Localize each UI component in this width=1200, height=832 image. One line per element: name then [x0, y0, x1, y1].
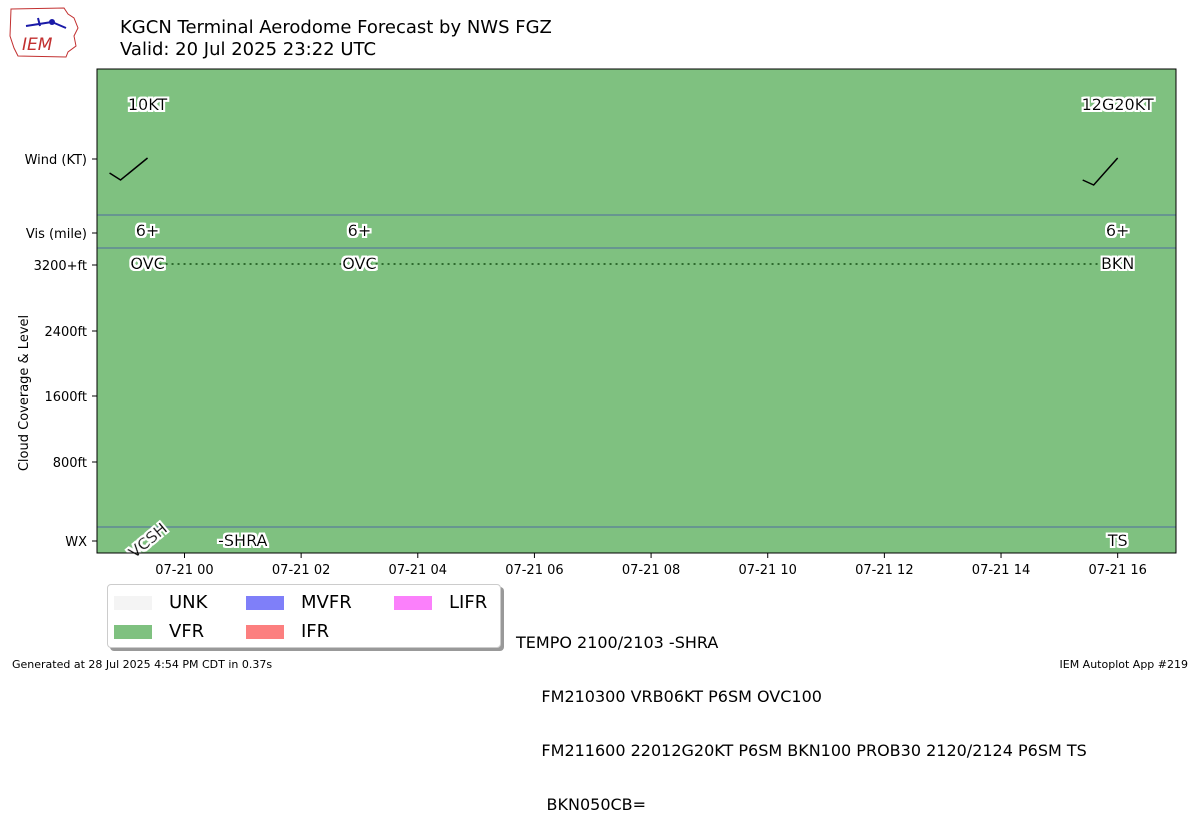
y-tick-label: 2400ft	[44, 325, 87, 340]
weather-label: -SHRA	[218, 531, 267, 550]
taf-line-2: FM210300 VRB06KT P6SM OVC100	[516, 687, 822, 706]
x-tick-label: 07-21 08	[622, 563, 680, 578]
taf-line-1: TEMPO 2100/2103 -SHRA	[516, 633, 719, 652]
legend-label: UNK	[169, 592, 208, 613]
title-line-1: KGCN Terminal Aerodome Forecast by NWS F…	[120, 17, 552, 38]
legend-label: LIFR	[449, 592, 488, 613]
cloud-label: OVC	[130, 254, 164, 273]
wind-barb	[1082, 157, 1119, 186]
legend: UNK VFR MVFR IFR LIFR	[107, 584, 501, 648]
legend-swatch	[246, 596, 284, 610]
cloud-label: BKN	[1101, 254, 1134, 273]
app-credit: IEM Autoplot App #219	[1059, 658, 1189, 671]
x-tick-label: 07-21 04	[389, 563, 447, 578]
row-separators	[97, 214, 1176, 528]
taf-text: TEMPO 2100/2103 -SHRA FM210300 VRB06KT P…	[516, 598, 1087, 832]
y-tick-label: WX	[65, 535, 87, 550]
title-line-2: Valid: 20 Jul 2025 23:22 UTC	[120, 39, 377, 60]
legend-label: MVFR	[301, 592, 352, 613]
x-tick-label: 07-21 14	[972, 563, 1030, 578]
x-tick-label: 07-21 10	[739, 563, 797, 578]
wind-barb	[109, 157, 149, 181]
taf-line-4: BKN050CB=	[516, 795, 647, 814]
x-tick-label: 07-21 00	[155, 563, 213, 578]
chart-title: KGCN Terminal Aerodome Forecast by NWS F…	[120, 17, 552, 61]
svg-text:IEM: IEM	[22, 35, 53, 55]
wind-label: 12G20KT	[1082, 95, 1154, 114]
x-tick-label: 07-21 16	[1088, 563, 1146, 578]
taf-line-3: FM211600 22012G20KT P6SM BKN100 PROB30 2…	[516, 741, 1087, 760]
legend-swatch	[114, 625, 152, 639]
x-tick-label: 07-21 06	[505, 563, 563, 578]
weather-label: TS	[1107, 531, 1128, 550]
axis-ticks: Wind (KT) Vis (mile) 3200+ft 2400ft 1600ft 80…	[25, 153, 1147, 578]
y-tick-label: Wind (KT)	[25, 153, 87, 168]
y-tick-label: Vis (mile)	[26, 227, 87, 242]
y-tick-label: 800ft	[53, 456, 87, 471]
generated-note: Generated at 28 Jul 2025 4:54 PM CDT in …	[12, 658, 273, 671]
iem-logo: IEM	[9, 7, 79, 58]
visibility-label: 6+	[1106, 221, 1130, 240]
wind-label: 10KT	[128, 95, 168, 114]
legend-label: VFR	[169, 621, 205, 642]
cloud-label: OVC	[342, 254, 376, 273]
legend-label: IFR	[301, 621, 330, 642]
x-tick-label: 07-21 12	[855, 563, 913, 578]
legend-swatch	[394, 596, 432, 610]
visibility-label: 6+	[348, 221, 372, 240]
visibility-label: 6+	[136, 221, 160, 240]
taf-chart: Wind (KT) Vis (mile) 3200+ft 2400ft 1600ft 80…	[17, 68, 1177, 578]
y-axis-label: Cloud Coverage & Level	[17, 315, 32, 471]
y-tick-label: 1600ft	[44, 390, 87, 405]
plot-frame	[96, 68, 1177, 554]
legend-swatch	[114, 596, 152, 610]
vfr-background	[97, 69, 1176, 553]
y-tick-label: 3200+ft	[34, 259, 87, 274]
legend-swatch	[246, 625, 284, 639]
x-tick-label: 07-21 02	[272, 563, 330, 578]
